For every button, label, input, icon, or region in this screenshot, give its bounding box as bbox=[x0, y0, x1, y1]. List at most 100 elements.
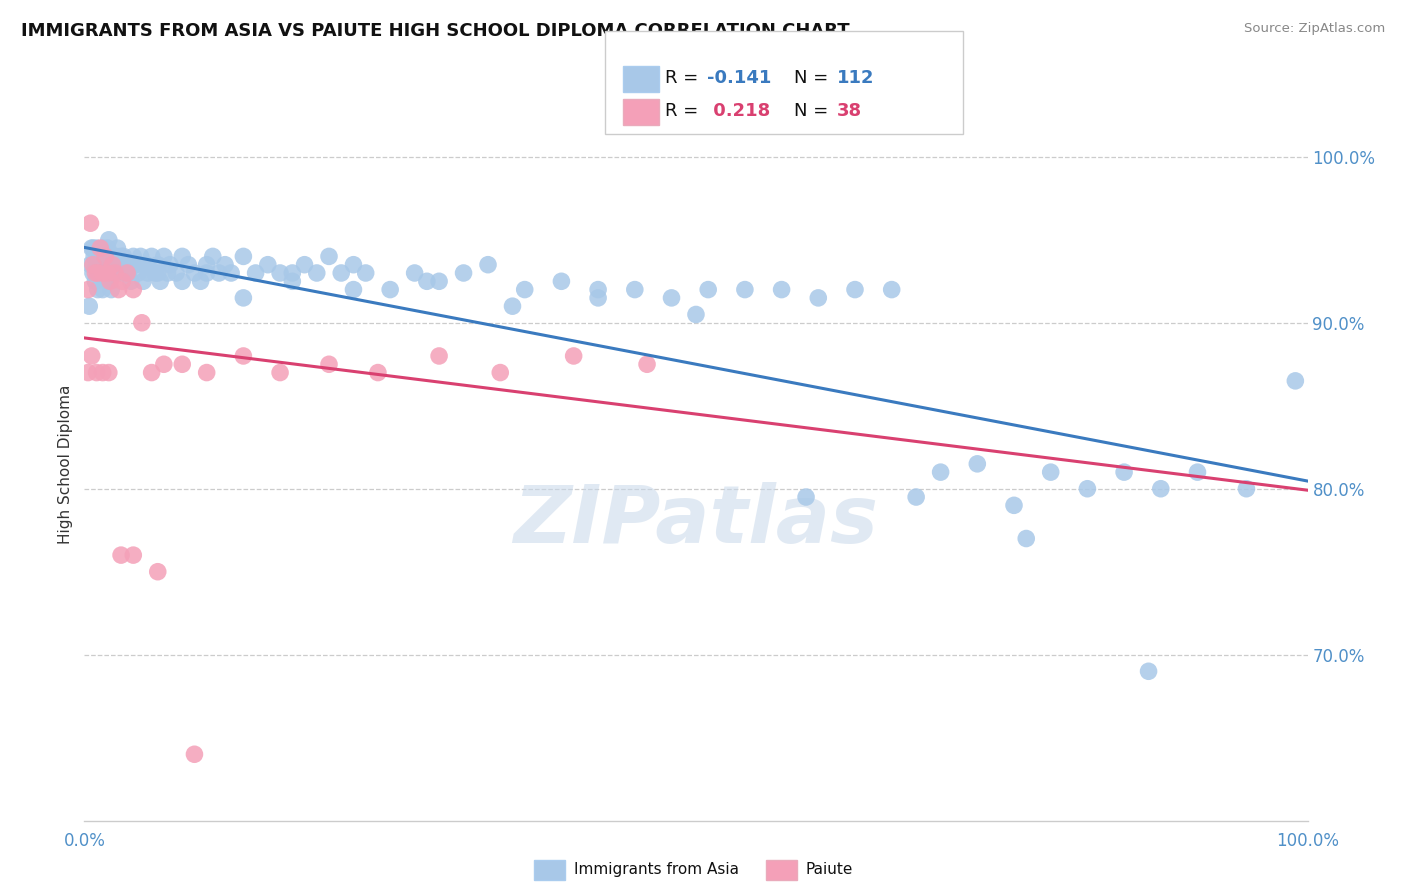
Point bbox=[143, 266, 166, 280]
Point bbox=[294, 258, 316, 272]
Point bbox=[697, 283, 720, 297]
Point bbox=[330, 266, 353, 280]
Point bbox=[91, 366, 114, 380]
Text: N =: N = bbox=[794, 102, 834, 120]
Point bbox=[146, 266, 169, 280]
Point bbox=[91, 266, 114, 280]
Point bbox=[183, 747, 205, 762]
Point bbox=[305, 266, 328, 280]
Point bbox=[661, 291, 683, 305]
Point bbox=[107, 258, 129, 272]
Point bbox=[172, 274, 194, 288]
Point bbox=[131, 316, 153, 330]
Point bbox=[685, 308, 707, 322]
Point bbox=[624, 283, 647, 297]
Point bbox=[453, 266, 475, 280]
Point bbox=[94, 249, 117, 263]
Point bbox=[342, 283, 364, 297]
Point bbox=[208, 266, 231, 280]
Point bbox=[87, 266, 110, 280]
Point bbox=[77, 299, 100, 313]
Point bbox=[141, 249, 163, 263]
Point bbox=[125, 258, 148, 272]
Point bbox=[550, 274, 572, 288]
Point bbox=[172, 357, 194, 371]
Point bbox=[245, 266, 267, 280]
Point bbox=[232, 291, 254, 305]
Point bbox=[562, 349, 585, 363]
Point bbox=[110, 266, 132, 280]
Point bbox=[502, 299, 524, 313]
Point bbox=[214, 258, 236, 272]
Point bbox=[97, 241, 120, 255]
Point bbox=[82, 266, 104, 280]
Point bbox=[489, 366, 512, 380]
Point bbox=[513, 283, 536, 297]
Y-axis label: High School Diploma: High School Diploma bbox=[58, 384, 73, 543]
Point bbox=[86, 241, 108, 255]
Point bbox=[101, 258, 124, 272]
Point bbox=[79, 258, 101, 272]
Point bbox=[427, 274, 450, 288]
Text: -0.141: -0.141 bbox=[707, 69, 772, 87]
Point bbox=[219, 266, 242, 280]
Point bbox=[232, 349, 254, 363]
Point bbox=[127, 266, 149, 280]
Point bbox=[1114, 465, 1136, 479]
Point bbox=[153, 249, 176, 263]
Point bbox=[111, 274, 134, 288]
Point bbox=[83, 249, 105, 263]
Point bbox=[905, 490, 928, 504]
Point bbox=[135, 258, 157, 272]
Point bbox=[115, 258, 138, 272]
Point bbox=[84, 274, 107, 288]
Point bbox=[172, 249, 194, 263]
Point bbox=[177, 258, 200, 272]
Point bbox=[80, 349, 103, 363]
Point bbox=[1150, 482, 1173, 496]
Point bbox=[77, 283, 100, 297]
Point bbox=[91, 283, 114, 297]
Point bbox=[966, 457, 988, 471]
Point bbox=[159, 258, 181, 272]
Point bbox=[636, 357, 658, 371]
Point bbox=[97, 233, 120, 247]
Point bbox=[97, 274, 120, 288]
Point bbox=[122, 258, 145, 272]
Point bbox=[122, 283, 145, 297]
Point bbox=[1137, 665, 1160, 679]
Point bbox=[281, 274, 304, 288]
Point bbox=[89, 241, 111, 255]
Point bbox=[104, 249, 127, 263]
Point bbox=[94, 249, 117, 263]
Point bbox=[91, 241, 114, 255]
Point bbox=[427, 349, 450, 363]
Point bbox=[89, 249, 111, 263]
Point bbox=[87, 266, 110, 280]
Text: Source: ZipAtlas.com: Source: ZipAtlas.com bbox=[1244, 22, 1385, 36]
Point bbox=[117, 266, 139, 280]
Point bbox=[90, 258, 112, 272]
Point bbox=[149, 274, 172, 288]
Point bbox=[844, 283, 866, 297]
Point bbox=[1002, 499, 1025, 513]
Point bbox=[122, 249, 145, 263]
Text: R =: R = bbox=[665, 102, 704, 120]
Point bbox=[1039, 465, 1062, 479]
Point bbox=[129, 249, 152, 263]
Point bbox=[82, 258, 104, 272]
Point bbox=[1187, 465, 1209, 479]
Point bbox=[770, 283, 793, 297]
Point bbox=[86, 366, 108, 380]
Point bbox=[156, 266, 179, 280]
Point bbox=[794, 490, 817, 504]
Point bbox=[105, 241, 128, 255]
Point bbox=[97, 266, 120, 280]
Point bbox=[105, 266, 128, 280]
Text: 0.218: 0.218 bbox=[707, 102, 770, 120]
Point bbox=[153, 357, 176, 371]
Point bbox=[183, 266, 205, 280]
Point bbox=[1015, 532, 1038, 546]
Point bbox=[807, 291, 830, 305]
Point bbox=[318, 357, 340, 371]
